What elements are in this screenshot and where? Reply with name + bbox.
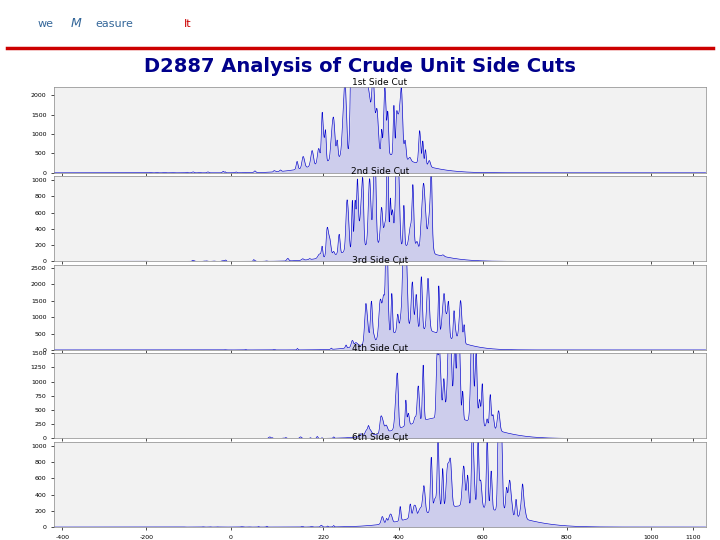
Title: 1st Side Cut: 1st Side Cut xyxy=(352,78,408,87)
Text: we: we xyxy=(37,18,54,29)
Title: 6th Side Cut: 6th Side Cut xyxy=(351,433,408,442)
Text: It: It xyxy=(184,18,192,29)
Title: 2nd Side Cut: 2nd Side Cut xyxy=(351,167,409,176)
Title: 3rd Side Cut: 3rd Side Cut xyxy=(351,255,408,265)
Text: D2887 Analysis of Crude Unit Side Cuts: D2887 Analysis of Crude Unit Side Cuts xyxy=(144,57,576,76)
Text: M: M xyxy=(71,17,81,30)
Text: easure: easure xyxy=(96,18,134,29)
Title: 4th Side Cut: 4th Side Cut xyxy=(352,344,408,353)
